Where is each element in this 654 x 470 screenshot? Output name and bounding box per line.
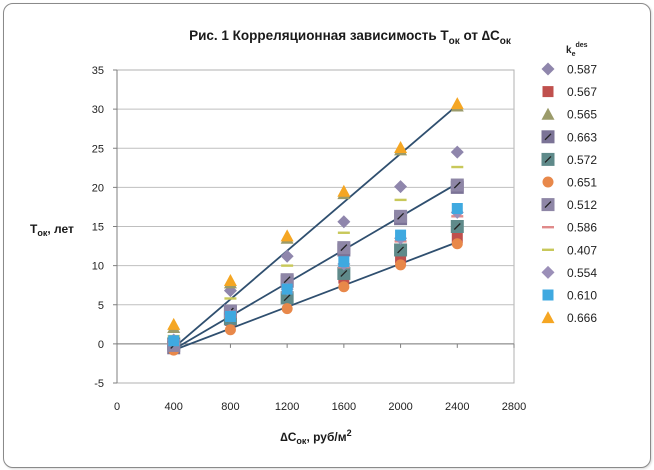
y-tick-label: 5 — [98, 300, 104, 312]
data-points — [167, 97, 464, 356]
y-tick-label: 15 — [92, 222, 104, 234]
y-tick-label: 35 — [92, 65, 104, 77]
data-point — [394, 180, 408, 194]
data-point — [337, 215, 351, 229]
trendline — [173, 182, 458, 351]
legend-item: 0.407 — [542, 243, 597, 257]
data-point — [451, 165, 464, 169]
data-point — [450, 220, 464, 233]
data-point — [394, 140, 408, 153]
data-point — [168, 335, 180, 347]
legend-marker — [542, 248, 554, 251]
data-point — [394, 209, 408, 223]
data-point — [281, 264, 294, 267]
trendline — [173, 104, 458, 349]
legend: 0.587 0.567 0.565 0.663 0.572 0.651 0.512 0.586… — [541, 62, 597, 325]
legend-label: 0.567 — [567, 85, 597, 99]
legend-item: 0.572 — [541, 152, 597, 167]
data-point — [280, 229, 294, 242]
data-point — [281, 303, 293, 315]
data-point — [337, 231, 350, 234]
legend-label: 0.586 — [567, 221, 597, 235]
data-point — [281, 283, 293, 295]
legend-item: 0.565 — [541, 107, 597, 122]
legend-marker — [541, 130, 555, 144]
legend-marker — [541, 198, 555, 212]
legend-item: 0.554 — [541, 265, 597, 280]
legend-item: 0.587 — [541, 62, 597, 77]
y-tick-label: -5 — [94, 378, 104, 390]
data-point — [451, 231, 463, 243]
y-tick-label: 25 — [92, 143, 104, 155]
legend-label: 0.565 — [567, 108, 597, 122]
legend-label: 0.554 — [567, 266, 597, 280]
legend-label: 0.407 — [567, 243, 597, 257]
y-tick-label: 30 — [92, 104, 104, 116]
x-axis-label: ∆Cок, руб/м2 — [280, 428, 351, 446]
data-point — [338, 281, 350, 293]
data-point — [167, 317, 181, 330]
x-tick-label: 2400 — [445, 401, 469, 413]
legend-marker — [542, 226, 554, 229]
legend-marker — [541, 311, 555, 324]
legend-marker — [542, 176, 554, 188]
legend-item: 0.512 — [541, 198, 597, 212]
legend-label: 0.651 — [567, 176, 597, 190]
legend-item: 0.586 — [542, 221, 597, 235]
data-point — [450, 145, 464, 159]
y-axis-label: Tок, лет — [30, 222, 74, 238]
y-tick-label: 0 — [98, 339, 104, 351]
legend-marker — [542, 86, 554, 98]
legend-marker — [541, 107, 555, 120]
y-tick-label: 20 — [92, 182, 104, 194]
data-point — [224, 297, 237, 300]
legend-marker — [541, 62, 555, 76]
data-point — [338, 256, 350, 268]
legend-label: 0.666 — [567, 311, 597, 325]
x-tick-label: 1200 — [275, 401, 299, 413]
legend-label: 0.587 — [567, 63, 597, 77]
data-point — [280, 273, 294, 287]
data-point — [451, 203, 463, 215]
trendline — [173, 241, 458, 351]
chart-title: Рис. 1 Корреляционная зависимость Tок от… — [189, 28, 512, 47]
data-point — [337, 266, 351, 280]
legend-item: 0.666 — [541, 311, 597, 325]
legend-item: 0.663 — [541, 130, 597, 144]
data-point — [395, 259, 407, 271]
data-point — [223, 273, 237, 286]
data-point — [451, 238, 463, 250]
legend-label: 0.610 — [567, 289, 597, 303]
data-point — [280, 249, 294, 263]
data-point — [337, 184, 351, 197]
data-point — [395, 252, 407, 264]
x-tick-label: 800 — [221, 401, 239, 413]
legend-marker — [542, 289, 554, 301]
data-point — [450, 97, 464, 110]
data-point — [450, 178, 464, 192]
data-point — [394, 243, 408, 257]
legend-label: 0.663 — [567, 130, 597, 144]
legend-item: 0.651 — [542, 176, 597, 190]
x-tick-label: 400 — [165, 401, 183, 413]
data-point — [224, 324, 236, 336]
x-tick-label: 2000 — [388, 401, 412, 413]
legend-item: 0.567 — [542, 85, 597, 99]
x-tick-label: 2800 — [502, 401, 526, 413]
data-point — [224, 310, 236, 322]
trendlines — [173, 104, 458, 351]
legend-item: 0.610 — [542, 289, 597, 303]
x-tick-label: 0 — [114, 401, 120, 413]
legend-title: kedes — [566, 42, 588, 58]
legend-marker — [541, 265, 555, 279]
data-point — [394, 198, 407, 202]
legend-label: 0.572 — [567, 153, 597, 167]
data-point — [337, 241, 351, 255]
legend-label: 0.512 — [567, 198, 597, 212]
x-tick-label: 1600 — [332, 401, 356, 413]
legend-marker — [541, 152, 555, 166]
data-point — [395, 229, 407, 241]
y-tick-label: 10 — [92, 261, 104, 273]
